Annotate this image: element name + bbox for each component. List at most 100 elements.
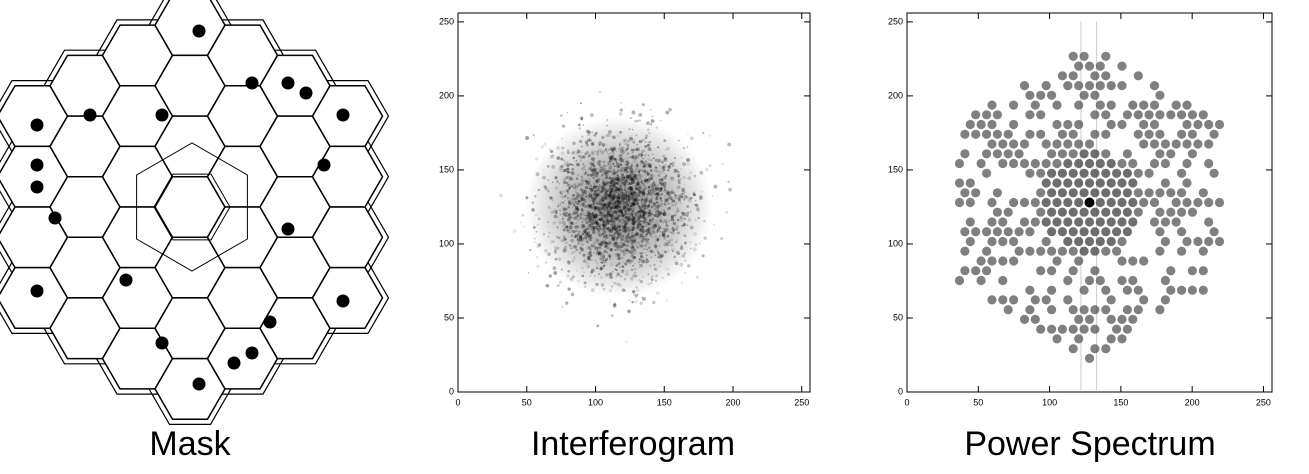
speckle (620, 203, 622, 206)
speckle (637, 194, 640, 197)
speckle (631, 221, 635, 225)
speckle (627, 219, 630, 222)
speckle (677, 139, 680, 142)
speckle (605, 197, 609, 201)
speckle (609, 181, 613, 185)
speckle (602, 287, 606, 291)
speckle (641, 179, 643, 182)
speckle (614, 245, 617, 248)
speckle (658, 170, 662, 174)
spectrum-spot (1084, 353, 1095, 363)
speckle (628, 165, 632, 170)
speckle (612, 146, 616, 150)
speckle (668, 165, 671, 167)
speckle (590, 193, 593, 197)
speckle (588, 239, 591, 242)
speckle (682, 190, 686, 195)
speckle (570, 203, 573, 206)
speckle (611, 214, 614, 217)
spectrum-spot (1187, 285, 1197, 295)
speckle (635, 177, 640, 182)
speckle (659, 231, 661, 233)
speckle (604, 148, 608, 151)
speckle (672, 191, 675, 195)
speckle (641, 197, 645, 202)
speckle (628, 207, 632, 212)
speckle (638, 119, 641, 122)
spectrum-spot (1209, 227, 1219, 237)
speckle (621, 214, 625, 217)
speckle (624, 197, 628, 200)
speckle (621, 160, 624, 163)
speckle (628, 128, 631, 131)
spectrum-spot (1095, 81, 1105, 91)
speckle (600, 282, 604, 286)
speckle (617, 155, 620, 157)
speckle (643, 203, 647, 208)
speckle (670, 176, 675, 181)
speckle (666, 147, 670, 151)
speckle (577, 123, 581, 127)
speckle (615, 216, 619, 221)
speckle (628, 202, 630, 204)
speckle (677, 231, 680, 235)
spectrum-spot (1106, 236, 1116, 247)
speckle (614, 205, 619, 210)
speckle (609, 146, 614, 151)
speckle (620, 187, 624, 191)
speckle (635, 212, 637, 214)
speckle (693, 193, 697, 197)
speckle (683, 198, 686, 201)
speckle (618, 225, 622, 228)
speckle (636, 120, 639, 123)
speckle (605, 219, 609, 223)
speckle (602, 202, 606, 207)
speckle (565, 175, 569, 180)
spectrum-spot (1063, 139, 1073, 149)
speckle (623, 207, 626, 210)
speckle (602, 254, 606, 258)
spectrum-spot (1160, 236, 1170, 247)
speckle (559, 190, 563, 195)
speckle (632, 190, 636, 194)
speckle (637, 173, 641, 178)
speckle (637, 214, 642, 219)
speckle (659, 182, 664, 186)
speckle (648, 177, 652, 181)
speckle (591, 173, 594, 175)
spectrum-spot (1166, 207, 1176, 217)
speckle (616, 223, 620, 226)
speckle (592, 143, 595, 146)
speckle (594, 194, 599, 198)
speckle (556, 283, 560, 288)
speckle (645, 137, 647, 140)
speckle (595, 209, 599, 213)
speckle (532, 133, 536, 137)
speckle (580, 184, 582, 187)
speckle (585, 171, 587, 174)
speckle (590, 288, 595, 293)
speckle (579, 159, 583, 163)
speckle (615, 205, 618, 209)
spectrum-spot (1009, 100, 1019, 110)
speckle (579, 235, 583, 239)
speckle (601, 197, 606, 201)
speckle (651, 115, 654, 118)
spectrum-spot (976, 119, 986, 130)
speckle (568, 225, 573, 230)
spectrum-spot (1025, 129, 1035, 139)
speckle (600, 261, 604, 264)
speckle (616, 253, 621, 257)
speckle (609, 180, 613, 184)
spectrum-spot (1101, 305, 1111, 315)
speckle (625, 165, 630, 169)
speckle (657, 210, 662, 215)
speckle (630, 178, 635, 182)
speckle (600, 135, 605, 140)
spectrum-spot (1133, 110, 1143, 120)
speckle (654, 207, 659, 212)
spectrum-spot (1068, 168, 1078, 178)
speckle (612, 220, 616, 225)
speckle (646, 214, 650, 218)
speckle (628, 195, 631, 198)
